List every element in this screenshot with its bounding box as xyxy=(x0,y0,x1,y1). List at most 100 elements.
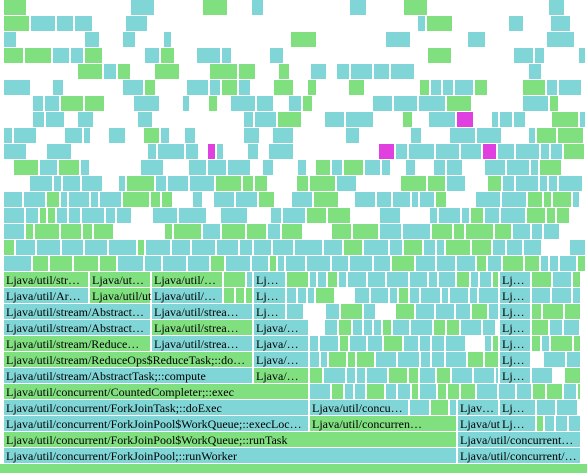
frame-cell xyxy=(4,0,26,15)
frame-cell xyxy=(190,176,214,191)
frame-cell xyxy=(532,288,550,303)
frame-box xyxy=(254,336,308,351)
frame-cell xyxy=(552,112,578,127)
frame-cell xyxy=(578,384,580,399)
frame-cell xyxy=(523,96,548,111)
frame-label: Ljava/util/stream/AbstractTask;::compute xyxy=(6,369,206,383)
frame-cell xyxy=(268,224,280,239)
frame-cell xyxy=(316,288,334,303)
frame-label: Ljava/util/strea… xyxy=(154,337,239,351)
frame-box xyxy=(500,368,530,383)
frame-cell xyxy=(197,48,220,63)
frame-cell xyxy=(541,144,549,159)
frame-cell xyxy=(355,288,369,303)
frame-cell xyxy=(35,224,59,239)
frame: Ljava/… xyxy=(254,320,308,335)
frame-cell xyxy=(493,272,498,287)
frame-cell xyxy=(91,192,98,207)
frame-box xyxy=(90,288,150,303)
frame-cell xyxy=(85,48,102,63)
frame-cell xyxy=(329,352,346,367)
frame-cell xyxy=(364,304,375,319)
frame-cell xyxy=(542,336,549,351)
frame-cell xyxy=(471,208,483,223)
frame-cell xyxy=(532,304,541,319)
frame: Ljava/util/strea… xyxy=(152,304,252,319)
frame-label: Ljava/util/… xyxy=(154,273,216,287)
frame-cell xyxy=(255,112,276,127)
frame-cell xyxy=(174,224,201,239)
frame-cell xyxy=(332,384,343,399)
frame-cell xyxy=(314,192,338,207)
frame-cell xyxy=(532,272,551,287)
frame: Lj… xyxy=(500,416,535,431)
frame-cell xyxy=(298,288,306,303)
frame-box xyxy=(254,320,308,335)
frame-cell xyxy=(33,112,44,127)
frame-label: Lj… xyxy=(502,321,525,335)
frame-cell xyxy=(311,64,326,79)
frame-label: Ljava/… xyxy=(256,337,299,351)
frame: Ljava/util/concurrent/… xyxy=(458,448,580,463)
frame-cell xyxy=(455,80,473,95)
frame-cell xyxy=(470,288,477,303)
frame-cell xyxy=(480,272,491,287)
frame-cell xyxy=(138,112,152,127)
frame-cell xyxy=(78,64,102,79)
frame-cell xyxy=(318,272,326,287)
frame-box xyxy=(254,368,308,383)
frame-cell xyxy=(396,304,414,319)
frame-cell xyxy=(485,336,491,351)
frame-cell xyxy=(499,384,515,399)
frame-box xyxy=(90,272,150,287)
frame-cell xyxy=(537,416,543,431)
frame-cell xyxy=(553,272,571,287)
frame-cell xyxy=(287,304,303,319)
frame-cell xyxy=(507,240,522,255)
frame-cell xyxy=(376,352,396,367)
frame-cell xyxy=(429,272,437,287)
frame-cell xyxy=(477,256,486,271)
frame-cell xyxy=(145,48,159,63)
frame-cell xyxy=(222,224,245,239)
frame-box xyxy=(458,448,580,463)
frame-cell xyxy=(551,16,570,31)
frame-cell xyxy=(208,160,226,175)
frame-cell xyxy=(404,336,418,351)
frame-box xyxy=(500,320,530,335)
frame-cell xyxy=(557,208,569,223)
frame-cell xyxy=(560,256,576,271)
frame-cell xyxy=(4,48,23,63)
frame-cell xyxy=(503,176,514,191)
frame-cell xyxy=(525,256,539,271)
frame-cell xyxy=(446,336,465,351)
frame-cell xyxy=(148,144,156,159)
frame-label: Ljava/util/concurrent/ForkJoinTask;::doE… xyxy=(6,401,222,415)
frame-cell xyxy=(411,320,432,335)
frame-box xyxy=(4,384,308,399)
frame-cell xyxy=(117,208,131,223)
frame-cell xyxy=(544,224,559,239)
frame-cell xyxy=(297,176,308,191)
frame-cell xyxy=(308,288,314,303)
frame-cell xyxy=(226,256,250,271)
frame-label: Ljava/util/ut… xyxy=(92,289,163,303)
frame-label: Lj… xyxy=(502,289,525,303)
frame-box xyxy=(4,304,150,319)
frame-box xyxy=(254,304,285,319)
frame-cell xyxy=(82,208,104,223)
frame-cell xyxy=(33,256,48,271)
frame-cell xyxy=(429,112,455,127)
frame-cell xyxy=(346,112,373,127)
frame-cell xyxy=(163,256,186,271)
frame-cell xyxy=(62,240,83,255)
frame-label: Ljava/util/concurrent/ForkJoinPool$WorkQ… xyxy=(6,433,287,447)
frame-cell xyxy=(57,16,73,31)
frame-cell xyxy=(346,128,359,143)
frame-cell xyxy=(418,16,425,31)
frame-cell xyxy=(151,192,160,207)
frame-cell xyxy=(409,144,434,159)
frame-cell xyxy=(389,368,407,383)
frame-cell xyxy=(126,16,147,31)
frame-cell xyxy=(24,192,45,207)
